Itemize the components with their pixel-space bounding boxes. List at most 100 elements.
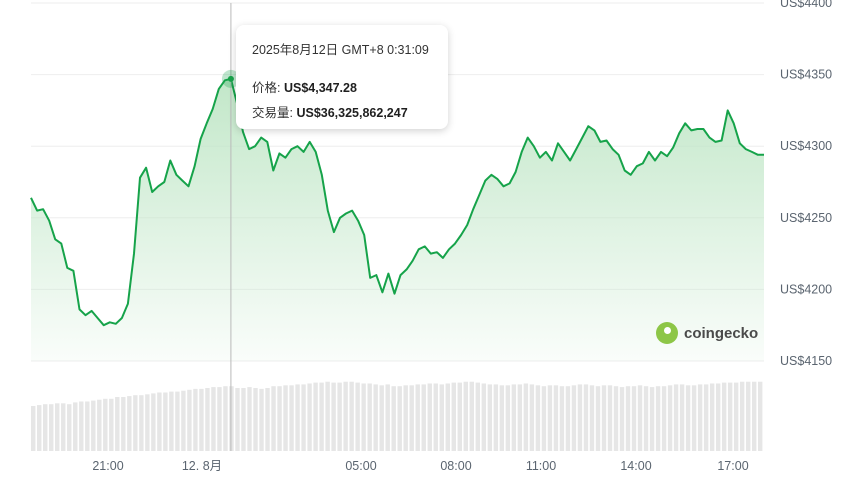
price-line	[30, 77, 764, 327]
x-tick-label: 17:00	[717, 459, 748, 473]
volume-bar	[511, 384, 517, 451]
volume-bar	[355, 382, 360, 451]
volume-bar	[55, 403, 60, 451]
volume-bar	[577, 384, 583, 451]
volume-bar	[409, 385, 414, 451]
volume-bar	[265, 388, 270, 451]
y-tick-label: US$4350	[780, 68, 832, 82]
volume-bar	[595, 386, 601, 451]
volume-bar	[415, 384, 420, 451]
volume-bar	[307, 383, 312, 451]
volume-bar	[145, 394, 150, 451]
volume-bar	[49, 404, 54, 451]
volume-bar	[193, 388, 198, 451]
volume-bar	[445, 383, 450, 451]
volume-bar	[103, 398, 108, 451]
volume-bar	[385, 384, 390, 451]
volume-bar	[475, 382, 481, 451]
volume-bar	[343, 381, 348, 451]
volume-bar	[751, 381, 757, 451]
volume-bar	[73, 402, 78, 451]
volume-bar	[187, 389, 192, 451]
volume-bar	[547, 385, 553, 451]
volume-bar	[433, 383, 438, 451]
volume-bar	[271, 386, 276, 451]
tooltip-volume-row: 交易量: US$36,325,862,247	[252, 102, 448, 121]
volume-bar	[121, 397, 126, 451]
volume-bar	[637, 385, 643, 451]
volume-bar	[559, 386, 565, 451]
volume-bar	[583, 384, 589, 451]
x-tick-label: 12. 8月	[182, 459, 222, 473]
y-axis-labels: US$4150 US$4200 US$4250 US$4300 US$4350 US$44…	[780, 0, 832, 368]
volume-bar	[139, 395, 144, 451]
price-line-group	[30, 77, 764, 327]
tooltip-date: 2025年8月12日 GMT+8 0:31:09	[252, 43, 429, 57]
volume-bar	[373, 384, 378, 451]
volume-bar	[451, 382, 456, 451]
volume-bar	[625, 386, 631, 451]
volume-bar	[223, 386, 228, 451]
volume-bar	[757, 381, 763, 451]
volume-bar	[403, 385, 408, 451]
tooltip-volume-value: US$36,325,862,247	[296, 106, 408, 120]
volume-bar	[733, 382, 739, 451]
volume-bar	[37, 405, 42, 451]
volume-bar	[643, 386, 649, 451]
volume-bar	[391, 386, 396, 451]
tooltip-price-label: 价格:	[252, 81, 284, 95]
volume-bar	[241, 388, 246, 451]
volume-bar	[259, 388, 264, 451]
x-tick-label: 08:00	[440, 459, 471, 473]
volume-bar	[313, 382, 318, 451]
x-tick-label: 14:00	[620, 459, 651, 473]
volume-bar	[31, 406, 36, 451]
y-tick-label: US$4200	[780, 282, 832, 296]
tooltip-price-value: US$4,347.28	[283, 81, 357, 95]
watermark-text: coingecko	[684, 324, 759, 342]
volume-bar	[331, 382, 336, 451]
volume-bar	[205, 388, 210, 451]
coingecko-watermark: coingecko	[656, 321, 758, 345]
y-tick-label: US$4150	[780, 354, 832, 368]
volume-bar	[661, 386, 667, 451]
volume-bar	[685, 385, 691, 451]
volume-bar	[439, 384, 444, 451]
hover-tooltip: 2025年8月12日 GMT+8 0:31:09 价格: US$4,347.28…	[236, 25, 448, 129]
volume-bar	[487, 384, 493, 451]
volume-bar	[253, 388, 258, 451]
volume-bar	[619, 387, 625, 451]
x-tick-label: 05:00	[345, 459, 376, 473]
volume-bars	[31, 381, 763, 451]
hover-marker	[227, 75, 234, 82]
volume-bar	[691, 385, 697, 451]
volume-bar	[631, 386, 637, 451]
volume-bar	[745, 381, 751, 451]
volume-bar	[151, 393, 156, 451]
volume-bar	[175, 391, 180, 451]
volume-bar	[133, 395, 138, 451]
volume-bar	[247, 387, 252, 451]
volume-bar	[289, 385, 294, 451]
volume-bar	[541, 386, 547, 451]
volume-bar	[649, 387, 655, 451]
volume-bar	[499, 385, 505, 451]
volume-bar	[457, 382, 462, 451]
volume-bar	[361, 383, 366, 451]
volume-bar	[427, 383, 432, 451]
price-area-fill	[31, 78, 764, 362]
price-area	[31, 78, 764, 362]
volume-bar	[367, 383, 372, 451]
volume-bar	[601, 385, 607, 451]
volume-bar	[727, 382, 733, 451]
volume-bar	[721, 382, 727, 451]
volume-bar	[493, 384, 499, 451]
volume-bar	[517, 384, 523, 451]
volume-bar	[337, 382, 342, 451]
volume-bar	[235, 388, 240, 451]
volume-bar	[553, 385, 559, 451]
y-tick-label: US$4300	[780, 139, 832, 153]
volume-bar	[421, 384, 426, 451]
volume-bar	[109, 398, 114, 451]
